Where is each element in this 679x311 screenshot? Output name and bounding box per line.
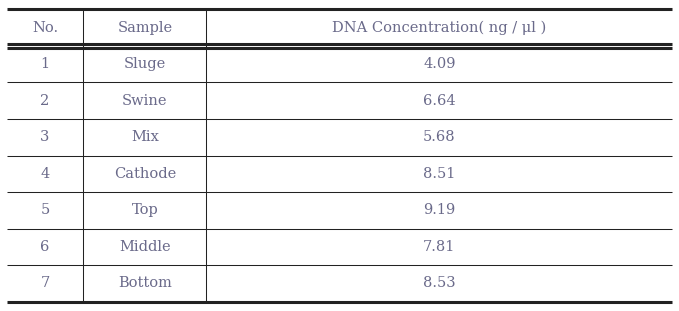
Text: Mix: Mix [131,130,159,144]
Text: 5.68: 5.68 [423,130,456,144]
Text: 1: 1 [41,57,50,71]
Text: Top: Top [132,203,158,217]
Text: 7: 7 [41,276,50,290]
Text: 2: 2 [41,94,50,108]
Text: Sluge: Sluge [124,57,166,71]
Text: DNA Concentration( ng / μl ): DNA Concentration( ng / μl ) [332,21,547,35]
Text: 9.19: 9.19 [423,203,456,217]
Text: 6.64: 6.64 [423,94,456,108]
Text: 8.51: 8.51 [423,167,456,181]
Text: 5: 5 [41,203,50,217]
Text: 6: 6 [40,240,50,254]
Text: Swine: Swine [122,94,168,108]
Text: Middle: Middle [119,240,170,254]
Text: 7.81: 7.81 [423,240,456,254]
Text: 8.53: 8.53 [423,276,456,290]
Text: 3: 3 [40,130,50,144]
Text: 4: 4 [41,167,50,181]
Text: Cathode: Cathode [114,167,176,181]
Text: 4.09: 4.09 [423,57,456,71]
Text: Sample: Sample [117,21,172,35]
Text: No.: No. [32,21,58,35]
Text: Bottom: Bottom [118,276,172,290]
